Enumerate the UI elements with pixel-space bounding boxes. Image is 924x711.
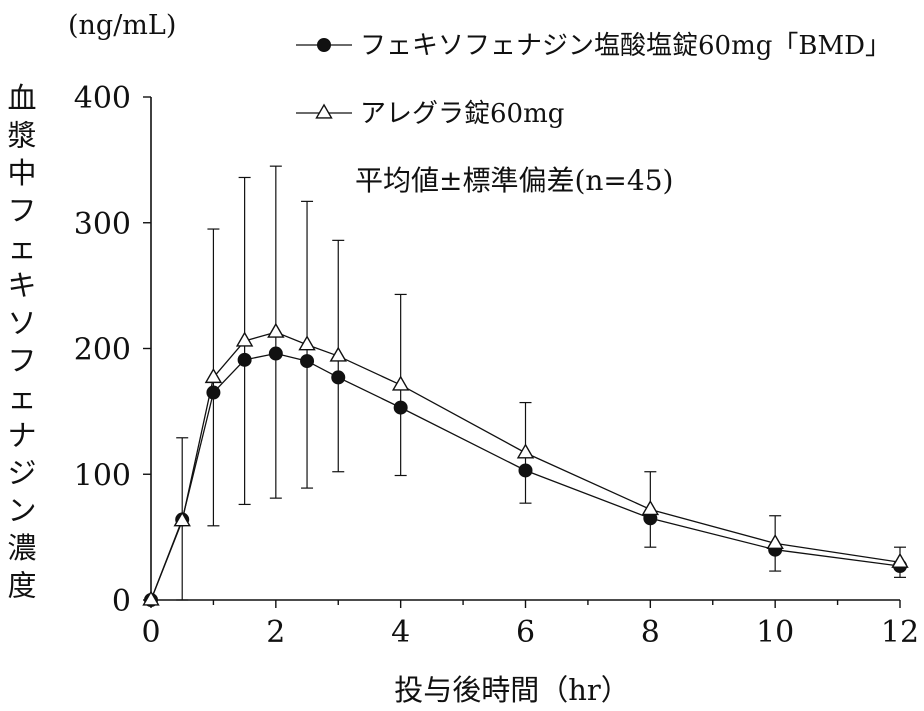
data-point-circle <box>237 352 252 367</box>
x-tick-label: 4 <box>391 615 410 650</box>
y-axis-label-char: 度 <box>7 569 36 603</box>
data-point-triangle <box>204 367 223 384</box>
legend-marker-triangle <box>315 103 333 119</box>
y-tick-label: 200 <box>74 333 131 368</box>
y-axis-label-char: ェ <box>7 381 36 415</box>
y-tick-label: 300 <box>74 207 131 242</box>
x-tick-label: 8 <box>641 615 660 650</box>
x-tick-label: 10 <box>756 615 794 650</box>
data-point-triangle <box>173 511 191 527</box>
y-ticks: 0 100 200 300 400 <box>74 81 151 619</box>
data-point-triangle <box>516 443 535 459</box>
y-axis-label-char: ジ <box>7 456 36 490</box>
data-point-triangle <box>641 499 660 516</box>
data-point-circle <box>518 463 533 478</box>
y-unit-label: (ng/mL) <box>68 10 176 41</box>
data-point-circle <box>206 385 221 400</box>
data-point-circle <box>300 354 315 369</box>
data-point-triangle <box>391 375 410 391</box>
legend-label: フェキソフェナジン塩酸塩錠60mg「BMD」 <box>360 31 891 61</box>
data-point-triangle <box>298 335 316 351</box>
series-lines <box>150 331 901 601</box>
data-point-triangle <box>891 552 909 568</box>
y-tick-label: 100 <box>74 458 131 493</box>
data-point-triangle <box>329 346 347 362</box>
y-axis-label-char: 濃 <box>7 531 36 565</box>
y-axis-label-char: 血 <box>7 81 36 115</box>
x-tick-label: 2 <box>266 615 285 650</box>
y-axis-label-char: フ <box>7 344 36 378</box>
y-axis-label-char: ェ <box>7 231 36 265</box>
legend: フェキソフェナジン塩酸塩錠60mg「BMD」アレグラ錠60mg <box>296 31 891 129</box>
series-line-2 <box>150 331 901 601</box>
y-axis-label-char: ナ <box>7 419 36 453</box>
y-axis-label-char: 漿 <box>7 119 36 153</box>
data-point-triangle <box>235 331 254 347</box>
data-point-triangle <box>142 590 160 606</box>
x-axis-label: 投与後時間（hr） <box>394 673 630 707</box>
series-markers <box>142 322 909 607</box>
y-axis-label-char: 中 <box>7 156 36 190</box>
data-point-triangle <box>267 322 285 338</box>
x-tick-label: 12 <box>881 615 919 650</box>
y-axis-label-char: フ <box>7 194 36 228</box>
legend-marker-circle <box>317 38 331 52</box>
legend-label: アレグラ錠60mg <box>360 99 564 129</box>
x-ticks: 0 2 4 6 8 10 12 <box>141 600 919 650</box>
data-point-circle <box>393 400 408 415</box>
x-tick-label: 0 <box>141 615 160 650</box>
y-axis-label-char: キ <box>7 269 36 303</box>
data-point-circle <box>331 370 346 385</box>
y-axis-label-char: ソ <box>7 306 36 340</box>
x-tick-label: 6 <box>516 615 535 650</box>
y-axis-label-char: ン <box>7 494 36 528</box>
error-bars <box>176 165 906 601</box>
statistics-annotation: 平均値±標準偏差(n=45) <box>355 164 673 197</box>
series-line-1 <box>150 352 901 601</box>
y-tick-label: 0 <box>112 584 131 619</box>
y-tick-label: 400 <box>74 81 131 116</box>
data-point-triangle <box>766 533 784 550</box>
data-point-circle <box>268 346 283 361</box>
